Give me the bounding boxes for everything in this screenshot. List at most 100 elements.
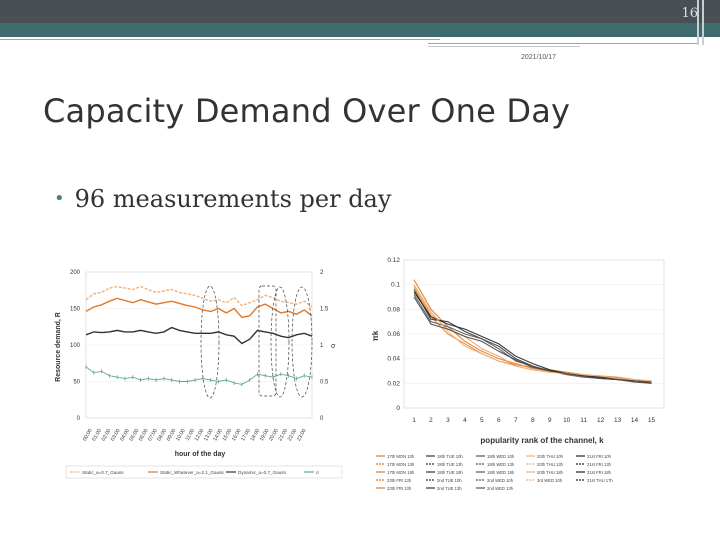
x-tick-label: 04:00 bbox=[119, 428, 131, 442]
x-tick-label: 16:00 bbox=[231, 428, 243, 442]
legend-label: 20th THU 18h bbox=[537, 470, 564, 475]
x-tick-label: 11:00 bbox=[185, 428, 197, 442]
x-tick-label: 15:00 bbox=[222, 428, 234, 442]
x-tick-label: 8 bbox=[531, 417, 535, 424]
header-band bbox=[0, 0, 720, 23]
x-tick-label: 14 bbox=[631, 417, 639, 424]
legend-label: 20th THU 10h bbox=[537, 454, 564, 459]
y2-axis-label: σ bbox=[331, 343, 336, 350]
header-vbar-1 bbox=[697, 0, 699, 45]
x-tick-label: 21:00 bbox=[277, 428, 289, 442]
legend-label: 2nd WED 10h bbox=[487, 478, 514, 483]
bullet-text: 96 measurements per day bbox=[74, 185, 392, 213]
x-tick-label: 22:00 bbox=[287, 428, 299, 442]
legend-label: 18th TUE 10h bbox=[437, 454, 463, 459]
x-tick-label: 6 bbox=[497, 417, 501, 424]
y2-tick-label: 0 bbox=[320, 416, 324, 422]
x-tick-label: 03:00 bbox=[110, 428, 122, 442]
header-vbar-2 bbox=[702, 0, 704, 45]
header-rule-short bbox=[428, 46, 580, 47]
y-tick-label: 0.04 bbox=[387, 356, 400, 363]
legend-label: Dynamic_a=0.7_Gauss bbox=[238, 470, 287, 475]
y-tick-label: 50 bbox=[73, 380, 80, 386]
highlight-rect bbox=[258, 285, 277, 397]
legend-label: 2nd WED 13h bbox=[487, 486, 514, 491]
x-tick-label: 2 bbox=[429, 417, 433, 424]
legend-label: 20th THU 13h bbox=[537, 462, 564, 467]
legend-label: 18th TUE 18h bbox=[437, 470, 463, 475]
legend-label: σ bbox=[316, 470, 319, 475]
series-line bbox=[413, 296, 652, 384]
legend-label: 23th FRI 13h bbox=[387, 486, 412, 491]
slide-title: Capacity Demand Over One Day bbox=[43, 92, 571, 130]
x-tick-label: 4 bbox=[463, 417, 467, 424]
x-tick-label: 19:00 bbox=[259, 428, 271, 442]
y-tick-label: 0 bbox=[396, 405, 400, 412]
y2-tick-label: 0.5 bbox=[320, 380, 329, 386]
x-tick-label: 17:00 bbox=[240, 428, 252, 442]
legend-label: 3rd WED 10h bbox=[537, 478, 563, 483]
y-tick-label: 0 bbox=[77, 416, 81, 422]
x-tick-label: 18:00 bbox=[250, 428, 262, 442]
x-tick-label: 06:00 bbox=[138, 428, 150, 442]
y-tick-label: 0.12 bbox=[387, 257, 400, 264]
y2-tick-label: 2 bbox=[320, 270, 324, 276]
x-tick-label: 00:00 bbox=[82, 428, 94, 442]
y-tick-label: 0.02 bbox=[387, 380, 400, 387]
x-tick-label: 07:00 bbox=[147, 428, 159, 442]
x-tick-label: 15 bbox=[648, 417, 656, 424]
x-tick-label: 02:00 bbox=[101, 428, 113, 442]
y-tick-label: 100 bbox=[70, 343, 81, 349]
x-tick-label: 3 bbox=[446, 417, 450, 424]
highlight-ellipse bbox=[291, 286, 313, 398]
legend-label: 19th WED 13h bbox=[487, 462, 515, 467]
legend-label: 23th FRI 13h bbox=[387, 478, 412, 483]
x-tick-label: 12:00 bbox=[194, 428, 206, 442]
y2-tick-label: 1 bbox=[320, 343, 324, 349]
resource-demand-chart: 200 150 100 50 0 2 1.5 1 0.5 0 00:0001:0002:0003… bbox=[50, 262, 350, 490]
legend-label: Static_a=0.7_Gauss bbox=[82, 470, 124, 475]
legend-box bbox=[65, 465, 343, 479]
bullet-item: • 96 measurements per day bbox=[54, 185, 391, 213]
legend-label: 17th MON 13h bbox=[387, 462, 415, 467]
legend-label: 21st THU 17h bbox=[587, 478, 613, 483]
legend-label: 21st FRI 18h bbox=[587, 470, 612, 475]
x-tick-label: 11 bbox=[580, 417, 587, 424]
legend-label: 18th TUE 13h bbox=[437, 462, 463, 467]
series-line bbox=[85, 297, 313, 319]
x-tick-label: 23:00 bbox=[296, 428, 308, 442]
slide-number: 16 bbox=[681, 6, 698, 21]
legend-label: 2nd TUE 10h bbox=[437, 478, 462, 483]
y-tick-label: 200 bbox=[70, 270, 81, 276]
x-axis-label: hour of the day bbox=[175, 451, 226, 458]
header-rule-right bbox=[428, 43, 698, 44]
legend-label: 17th MON 10h bbox=[387, 454, 415, 459]
x-tick-label: 08:00 bbox=[156, 428, 168, 442]
y-tick-label: 0.1 bbox=[391, 282, 400, 289]
x-tick-label: 7 bbox=[514, 417, 518, 424]
legend-label: 2nd TUE 13h bbox=[437, 486, 462, 491]
legend-label: Static_Whatever_a=2.1_Gauss bbox=[160, 470, 224, 475]
y-tick-label: 150 bbox=[70, 307, 81, 313]
highlight-ellipse bbox=[200, 285, 220, 399]
x-tick-label: 01:00 bbox=[91, 428, 103, 442]
x-tick-label: 9 bbox=[548, 417, 552, 424]
plot-background bbox=[50, 262, 350, 490]
header-rule-left bbox=[0, 39, 440, 40]
y2-tick-label: 1.5 bbox=[320, 307, 329, 313]
series-line bbox=[85, 326, 313, 345]
x-tick-label: 05:00 bbox=[129, 428, 141, 442]
legend-label: 17th MON 18h bbox=[387, 470, 415, 475]
legend-label: 21st FRI 10h bbox=[587, 454, 612, 459]
channel-popularity-chart: 0.120.10.080.060.040.020 1 2 3 4 5 6 7 8 9 10 11 12… bbox=[368, 252, 670, 492]
bullet-dot-icon: • bbox=[54, 188, 65, 209]
x-axis-label: popularity rank of the channel, k bbox=[480, 436, 604, 445]
y-tick-label: 0.08 bbox=[387, 306, 400, 313]
x-tick-label: 13 bbox=[614, 417, 622, 424]
x-tick-label: 10:00 bbox=[175, 428, 187, 442]
x-tick-label: 5 bbox=[480, 417, 484, 424]
series-line-sigma bbox=[85, 366, 313, 385]
x-tick-label: 13:00 bbox=[203, 428, 215, 442]
header-accent-band bbox=[0, 23, 720, 37]
highlight-ellipse bbox=[270, 286, 290, 398]
